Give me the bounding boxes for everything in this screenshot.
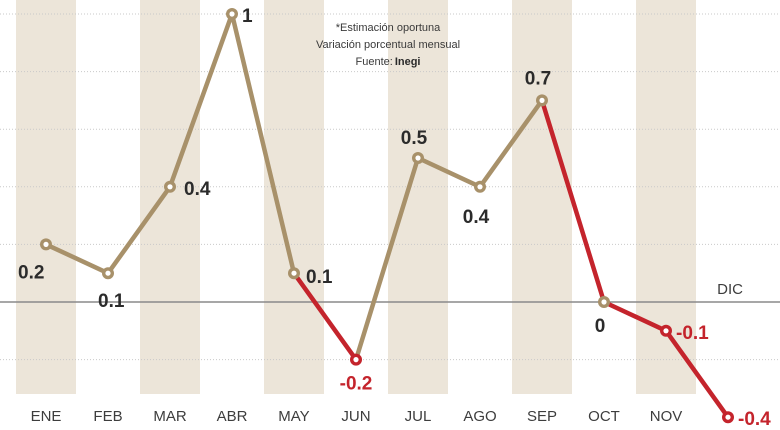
value-label: 1 — [242, 6, 253, 27]
series-segment — [229, 11, 297, 276]
series-segment — [291, 270, 359, 362]
note-variation: Variación porcentual mensual — [316, 39, 460, 51]
month-bands — [16, 0, 696, 394]
x-tick-label: ABR — [217, 408, 248, 425]
data-point-center — [353, 357, 359, 363]
series-segment — [601, 299, 669, 334]
data-point-center — [43, 241, 49, 247]
note-source: Fuente: Inegi — [356, 56, 421, 68]
x-tick-label: SEP — [527, 408, 557, 425]
month-band — [388, 0, 448, 394]
value-label: 0.1 — [98, 291, 125, 312]
x-tick-label: MAY — [278, 408, 309, 425]
note-estimate: *Estimación oportuna — [336, 22, 441, 34]
value-label: 0.4 — [463, 207, 490, 228]
data-point-center — [105, 270, 111, 276]
x-tick-label: JUN — [341, 408, 370, 425]
month-band — [512, 0, 572, 394]
month-band — [16, 0, 76, 394]
data-point-center — [601, 299, 607, 305]
x-tick-label: OCT — [588, 408, 620, 425]
value-label: 0.5 — [401, 128, 428, 149]
data-point-center — [663, 328, 669, 334]
series-segment — [663, 328, 731, 420]
x-tick-label: AGO — [463, 408, 496, 425]
value-label: 0.7 — [525, 68, 551, 89]
x-tick-label: ENE — [31, 408, 62, 425]
value-label: 0 — [595, 316, 606, 337]
series-points — [40, 8, 734, 424]
value-label: 0.1 — [306, 267, 333, 288]
series-segment — [105, 184, 173, 276]
x-tick-label: JUL — [405, 408, 432, 425]
zero-line-label: DIC — [717, 281, 743, 298]
series-segment — [353, 155, 421, 362]
series-segment — [539, 98, 607, 305]
value-label: -0.4 — [738, 409, 771, 430]
data-point-center — [477, 184, 483, 190]
data-point-center — [167, 184, 173, 190]
value-label: 0.4 — [184, 179, 211, 200]
x-tick-label: MAR — [153, 408, 187, 425]
value-labels: 0.2 0.1 0.4 1 0.1 -0.2 0.5 0.4 0.7 0 -0.1 -0.4 — [18, 6, 771, 430]
data-point-center — [415, 155, 421, 161]
value-label: -0.2 — [340, 374, 373, 395]
note-source-name: Inegi — [395, 56, 421, 68]
series-segment — [415, 155, 483, 190]
data-point-center — [291, 270, 297, 276]
x-axis-ticks: ENE FEB MAR ABR MAY JUN JUL AGO SEP OCT NOV — [31, 408, 683, 425]
data-point-center — [229, 11, 235, 17]
month-band — [140, 0, 200, 394]
series-segment — [477, 98, 545, 190]
series-line — [43, 11, 731, 420]
chart-notes: *Estimación oportuna Variación porcentua… — [316, 22, 460, 68]
x-tick-label: NOV — [650, 408, 683, 425]
x-tick-label: FEB — [93, 408, 122, 425]
value-label: -0.1 — [676, 323, 709, 344]
data-point-center — [539, 97, 545, 103]
data-point-center — [725, 414, 731, 420]
series-segment — [167, 11, 235, 190]
note-source-prefix: Fuente: — [356, 56, 393, 68]
month-band — [264, 0, 324, 394]
value-label: 0.2 — [18, 262, 44, 283]
series-segment — [43, 242, 111, 276]
